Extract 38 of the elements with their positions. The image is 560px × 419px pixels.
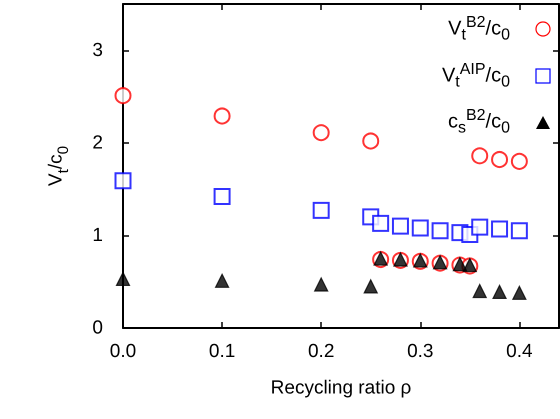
point (392, 218, 409, 235)
x-tick-label: 0.2 (308, 341, 334, 362)
point (510, 222, 528, 240)
point (372, 214, 390, 232)
point (214, 108, 231, 125)
x-axis-title: Recycling ratio ρ (270, 378, 412, 399)
point (214, 188, 231, 206)
point (492, 284, 507, 299)
y-tick-label: 3 (92, 40, 103, 61)
point (472, 284, 487, 298)
point (412, 220, 429, 237)
point (114, 87, 132, 104)
point (471, 147, 488, 164)
x-tick-label: 0.1 (208, 341, 236, 362)
legend-label: V$_{t}$$^{AIP}$/c$_{0}$ (442, 60, 510, 92)
point (116, 272, 130, 286)
point (362, 132, 380, 150)
y-tick-label: 1 (92, 224, 103, 246)
y-axis-title: Vt/c0 (45, 146, 72, 186)
point (312, 202, 330, 219)
legend-label: V$_{t}$$^{B2}$/c$_{0}$ (448, 13, 510, 46)
point (314, 277, 328, 292)
x-tick-label: 0.3 (407, 341, 434, 362)
point (114, 172, 132, 190)
point (471, 218, 488, 236)
point (491, 151, 508, 168)
x-tick-label: 0.0 (110, 341, 136, 362)
legend-label: c$_{s}$$^{B2}$/c$_{0}$ (448, 106, 510, 139)
x-tick-label: 0.4 (506, 341, 533, 362)
point (364, 279, 378, 294)
point (214, 274, 230, 288)
y-tick-label: 0 (92, 318, 103, 338)
point (312, 124, 330, 142)
point (512, 286, 526, 300)
point (491, 220, 508, 238)
point (432, 222, 449, 240)
y-tick-label: 2 (92, 132, 103, 154)
point (510, 152, 528, 170)
